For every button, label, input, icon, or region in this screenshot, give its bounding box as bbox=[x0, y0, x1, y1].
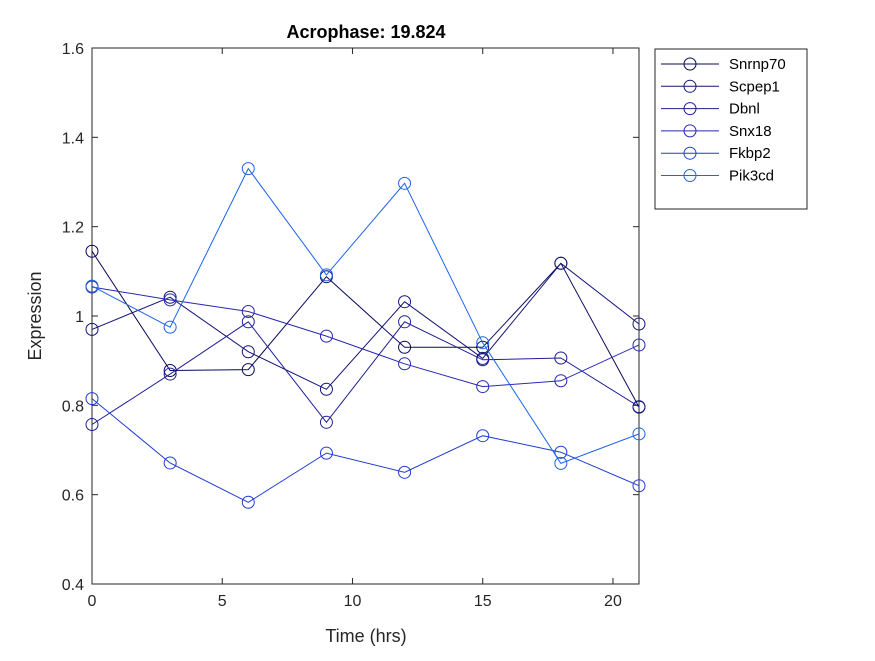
data-point bbox=[85, 244, 99, 258]
data-point bbox=[241, 315, 255, 329]
data-point bbox=[163, 293, 177, 307]
data-point bbox=[398, 315, 412, 329]
data-point bbox=[398, 465, 412, 479]
data-point bbox=[398, 295, 412, 309]
data-point bbox=[476, 340, 490, 354]
x-tick-label: 5 bbox=[218, 593, 227, 610]
x-tick-label: 15 bbox=[474, 593, 492, 610]
data-point bbox=[241, 495, 255, 509]
data-point bbox=[476, 353, 490, 367]
data-point bbox=[398, 176, 412, 190]
data-point bbox=[554, 456, 568, 470]
series-dbnl bbox=[85, 315, 646, 432]
data-point bbox=[476, 336, 490, 350]
data-point bbox=[554, 256, 568, 270]
legend-item-scpep1[interactable]: Scpep1 bbox=[661, 78, 780, 95]
data-point bbox=[398, 357, 412, 371]
data-point bbox=[632, 479, 646, 493]
data-point bbox=[319, 329, 333, 343]
data-point bbox=[398, 340, 412, 354]
series-line bbox=[91, 167, 640, 465]
x-tick-label: 20 bbox=[604, 593, 622, 610]
series-line bbox=[91, 250, 640, 408]
data-point bbox=[632, 338, 646, 352]
data-point bbox=[554, 374, 568, 388]
x-tick-label: 0 bbox=[88, 593, 97, 610]
data-point bbox=[85, 392, 99, 406]
y-tick-label: 1.6 bbox=[62, 41, 84, 58]
data-point bbox=[632, 317, 646, 331]
legend-item-fkbp2[interactable]: Fkbp2 bbox=[661, 145, 771, 162]
legend-marker bbox=[683, 79, 697, 93]
y-tick-label: 0.6 bbox=[62, 488, 84, 505]
legend-item-snx18[interactable]: Snx18 bbox=[661, 123, 772, 140]
data-point bbox=[319, 446, 333, 460]
data-point bbox=[319, 268, 333, 282]
data-point bbox=[554, 351, 568, 365]
y-tick-label: 0.4 bbox=[62, 577, 84, 594]
legend-marker bbox=[683, 102, 697, 116]
data-point bbox=[476, 380, 490, 394]
data-point bbox=[85, 418, 99, 432]
legend-label: Snrnp70 bbox=[729, 56, 786, 73]
data-point bbox=[319, 382, 333, 396]
data-point bbox=[163, 456, 177, 470]
data-point bbox=[241, 363, 255, 377]
data-point bbox=[319, 415, 333, 429]
data-point bbox=[241, 162, 255, 176]
y-tick-label: 1.2 bbox=[62, 220, 84, 237]
y-tick-label: 0.8 bbox=[62, 398, 84, 415]
data-point bbox=[632, 427, 646, 441]
y-tick-label: 1 bbox=[75, 309, 84, 326]
legend-label: Snx18 bbox=[729, 123, 772, 140]
x-tick-label: 10 bbox=[344, 593, 362, 610]
legend-label: Dbnl bbox=[729, 101, 760, 118]
data-point bbox=[163, 320, 177, 334]
series-pik3cd bbox=[85, 162, 646, 470]
axis-ticks: 0 5 10 15 20 0.4 0.6 0.8 1 1.2 1.4 1.6 bbox=[62, 41, 639, 610]
data-point bbox=[241, 305, 255, 319]
data-point bbox=[476, 429, 490, 443]
legend-item-dbnl[interactable]: Dbnl bbox=[661, 101, 760, 118]
series-fkbp2 bbox=[85, 392, 646, 509]
legend-label: Scpep1 bbox=[729, 78, 780, 95]
series-line bbox=[91, 262, 640, 390]
legend-label: Fkbp2 bbox=[729, 145, 771, 162]
legend-marker bbox=[683, 169, 697, 182]
y-axis-label: Expression bbox=[25, 271, 45, 360]
y-tick-label: 1.4 bbox=[62, 130, 84, 147]
chart-title: Acrophase: 19.824 bbox=[286, 22, 445, 42]
data-point bbox=[85, 322, 99, 336]
legend-item-pik3cd[interactable]: Pik3cd bbox=[661, 168, 774, 185]
legend-marker bbox=[683, 57, 697, 71]
legend-item-snrnp70[interactable]: Snrnp70 bbox=[661, 56, 786, 73]
series-line bbox=[91, 321, 640, 425]
legend[interactable]: Snrnp70 Scpep1 Dbnl Snx18 Fkbp2 Pik3cd bbox=[654, 48, 808, 210]
legend-box bbox=[654, 48, 808, 210]
series-layer bbox=[85, 162, 646, 509]
data-point bbox=[554, 445, 568, 459]
axes-box bbox=[91, 47, 640, 585]
plot-area bbox=[91, 47, 640, 585]
legend-label: Pik3cd bbox=[729, 168, 774, 185]
legend-marker bbox=[683, 146, 697, 160]
data-point bbox=[85, 279, 99, 293]
series-line bbox=[91, 398, 640, 503]
data-point bbox=[163, 367, 177, 381]
data-point bbox=[241, 345, 255, 359]
data-point bbox=[632, 400, 646, 414]
legend-marker bbox=[683, 124, 697, 138]
data-point bbox=[163, 290, 177, 304]
x-axis-label: Time (hrs) bbox=[325, 626, 406, 646]
